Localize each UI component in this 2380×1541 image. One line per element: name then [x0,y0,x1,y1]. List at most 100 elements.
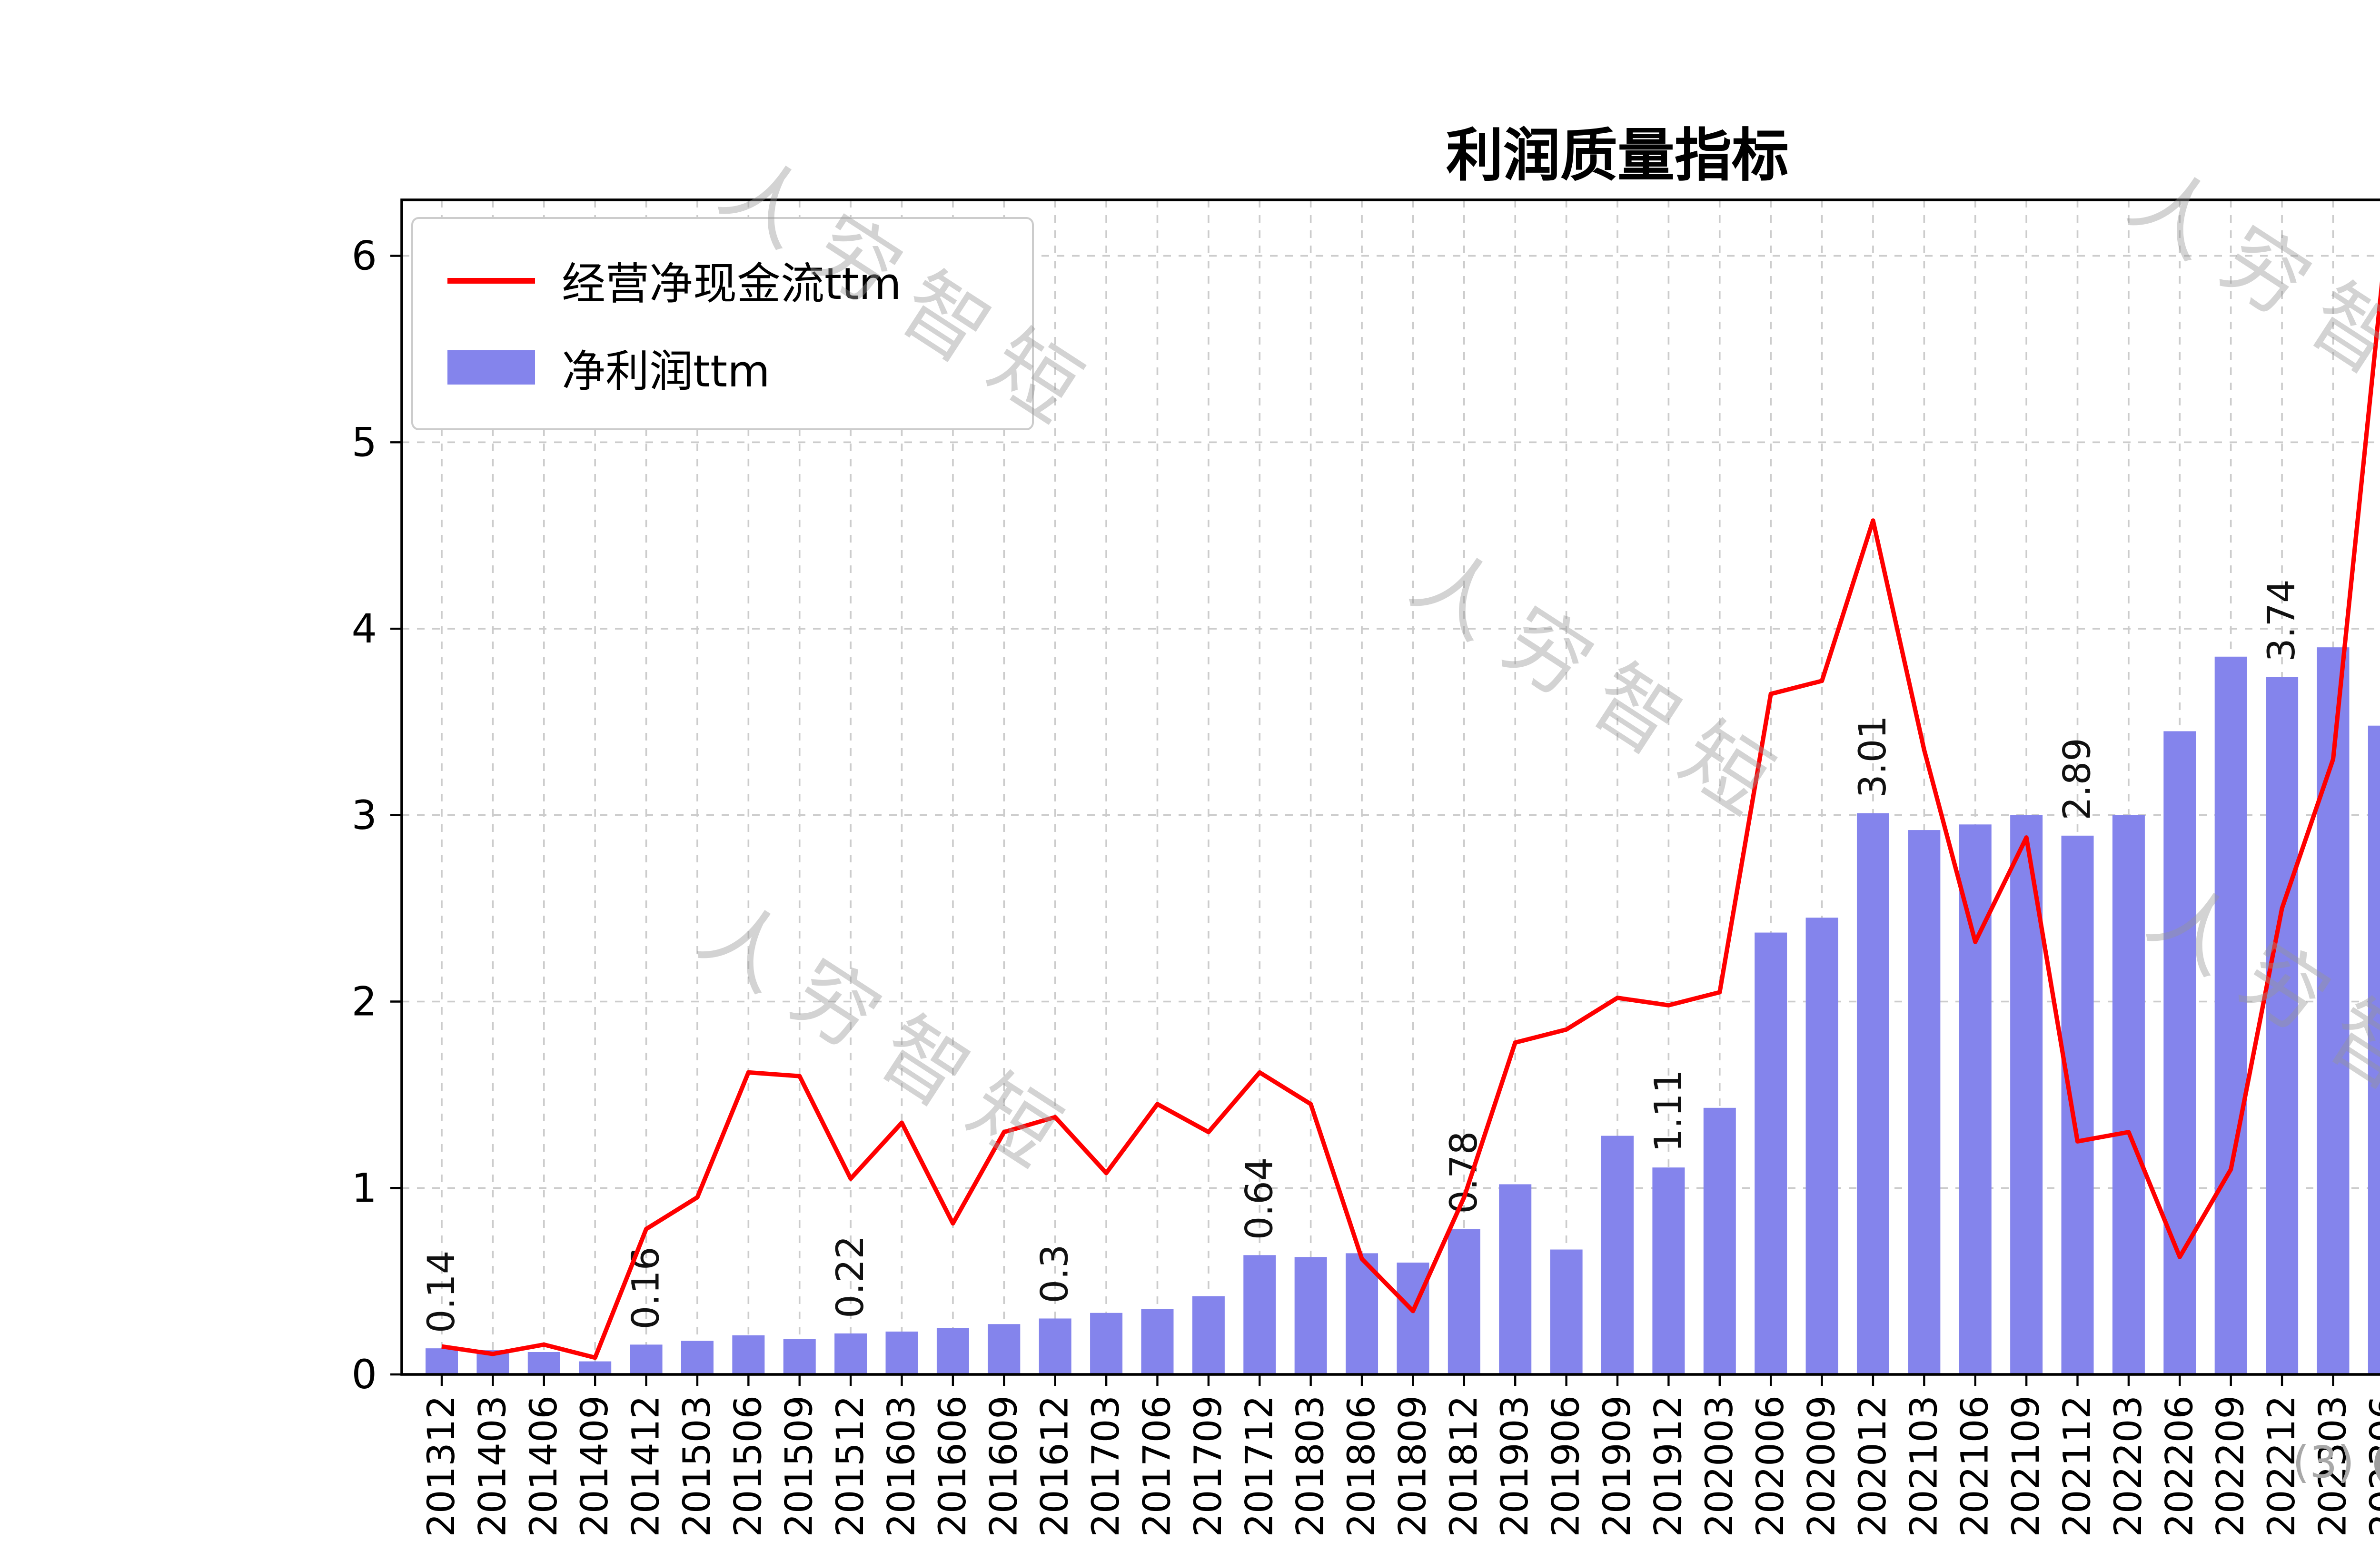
net-profit-bar [426,1348,458,1374]
x-tick-label: 201612 [1034,1395,1077,1537]
x-tick-label: 202209 [2210,1395,2252,1537]
net-profit-bar [885,1331,918,1374]
x-tick-label: 202303 [2311,1395,2354,1537]
x-tick-label: 202112 [2056,1395,2099,1537]
x-tick-label: 201403 [471,1395,514,1537]
x-tick-label: 202203 [2107,1395,2150,1537]
net-profit-bar [834,1333,867,1374]
x-tick-label: 201509 [778,1395,821,1537]
y-tick-label: 5 [352,419,377,465]
x-tick-label: 201412 [625,1395,668,1537]
legend-label-netprofit: 净利润ttm [562,348,770,398]
x-tick-label: 201606 [932,1395,974,1537]
net-profit-bar [1294,1257,1327,1374]
net-profit-bar [2163,731,2196,1374]
net-profit-bar [681,1341,714,1374]
y-tick-label: 4 [352,605,377,652]
bar-value-label: 0.64 [1238,1157,1281,1240]
legend-item-netprofit: 净利润ttm [447,335,998,400]
bar-value-label: 1.11 [1647,1069,1690,1152]
x-tick-label: 201803 [1289,1395,1332,1537]
x-tick-label: 201909 [1596,1395,1639,1537]
legend: 经营净现金流ttm 净利润ttm [411,217,1034,430]
x-tick-label: 202206 [2158,1395,2201,1537]
x-tick-label: 201503 [676,1395,719,1537]
bar-value-label: 2.89 [2056,738,2099,820]
blue-bar-swatch [447,350,535,385]
x-tick-label: 201706 [1136,1395,1179,1537]
x-tick-label: 201506 [727,1395,770,1537]
bar-value-label: 3.01 [1852,715,1894,798]
bar-value-label: 0.22 [829,1235,872,1318]
y-tick-label: 0 [352,1351,377,1398]
net-profit-bar [630,1344,663,1374]
net-profit-bar [1805,918,1838,1374]
net-profit-bar [1448,1229,1480,1374]
net-profit-bar [2266,677,2299,1374]
x-tick-label: 201703 [1085,1395,1128,1537]
chart-title: 利润质量指标 [1446,124,1789,190]
footer-prefix: (3) [2292,1439,2355,1489]
net-profit-bar [1346,1253,1378,1374]
net-profit-bar [2368,725,2380,1374]
y-tick-label: 3 [352,792,377,839]
red-line-swatch [447,277,535,283]
net-profit-bar [1243,1255,1276,1374]
y-tick-label: 6 [352,233,377,279]
net-profit-bar [783,1339,816,1374]
net-profit-bar [1755,932,1787,1374]
x-tick-label: 201512 [829,1395,872,1537]
net-profit-bar [1141,1309,1174,1374]
x-tick-label: 202006 [1749,1395,1792,1537]
net-profit-bar [1856,813,1889,1374]
bar-value-label: 3.74 [2261,579,2303,662]
net-profit-bar [732,1335,765,1374]
net-profit-bar [2317,647,2350,1374]
net-profit-bar [936,1328,969,1374]
net-profit-bar [1192,1296,1225,1374]
x-tick-label: 201609 [982,1395,1025,1537]
bar-value-label: 0.3 [1034,1244,1077,1303]
x-tick-label: 202012 [1852,1395,1894,1537]
net-profit-bar [988,1324,1021,1374]
net-profit-bar [1090,1313,1123,1374]
bar-value-label: 0.14 [420,1250,463,1333]
cashflow-line [441,281,2380,1360]
x-tick-label: 201806 [1340,1395,1383,1537]
x-tick-label: 202212 [2261,1395,2303,1537]
x-tick-label: 201912 [1647,1395,1690,1537]
x-tick-label: 201709 [1187,1395,1230,1537]
net-profit-bar [1397,1262,1429,1374]
x-tick-label: 201903 [1494,1395,1537,1537]
net-profit-bar [1908,830,1941,1374]
legend-item-cashflow: 经营净现金流ttm [447,247,998,312]
x-tick-label: 202003 [1698,1395,1741,1537]
net-profit-bar [2214,656,2247,1374]
brand-watermark: (3) 雪球 人穷智短 [2292,1428,2380,1500]
x-tick-label: 201812 [1443,1395,1486,1537]
xueqiu-logo-icon [2373,1445,2380,1482]
x-tick-label: 201906 [1545,1395,1588,1537]
net-profit-bar [1652,1167,1685,1374]
net-profit-bar [2112,815,2145,1374]
y-tick-label: 2 [352,978,377,1025]
x-tick-label: 202109 [2005,1395,2048,1537]
x-tick-label: 201312 [420,1395,463,1537]
bar-value-label: 0.16 [625,1247,668,1330]
x-tick-label: 201409 [574,1395,616,1537]
net-profit-bar [579,1361,612,1374]
x-tick-label: 202106 [1954,1395,1997,1537]
net-profit-bar [1601,1136,1634,1374]
net-profit-bar [527,1352,560,1374]
x-tick-label: 201603 [881,1395,923,1537]
x-tick-label: 202009 [1801,1395,1844,1537]
net-profit-bar [1499,1184,1532,1374]
net-profit-bar [1703,1107,1736,1374]
net-profit-bar [1039,1318,1071,1374]
y-tick-label: 1 [352,1165,377,1211]
x-tick-label: 202103 [1903,1395,1945,1537]
x-tick-label: 201712 [1238,1395,1281,1537]
net-profit-bar [1550,1249,1583,1374]
